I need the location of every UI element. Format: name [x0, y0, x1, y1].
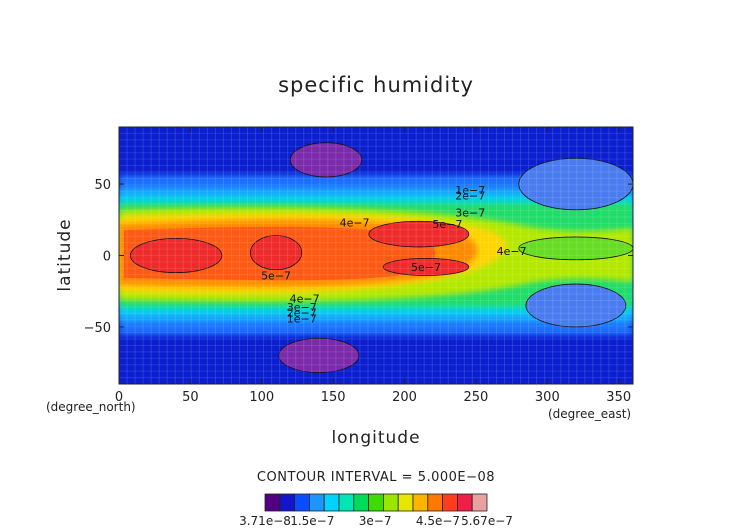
y-tick-label: −50 — [84, 321, 111, 336]
region-north-east-pocket — [518, 158, 633, 211]
colorbar-swatch — [412, 493, 429, 512]
contour-label: 4e−7 — [497, 245, 527, 258]
colorbar — [264, 493, 488, 512]
colorbar-tick-label: 3.71e−8 — [239, 514, 291, 528]
region-polar-north-low — [289, 142, 363, 178]
model-grid-lines — [119, 127, 633, 384]
colorbar-swatch — [382, 493, 399, 512]
y-axis-ticks: 50 0 −50 — [84, 178, 633, 336]
colorbar-tick-label: 3e−7 — [359, 514, 392, 528]
contour-label: 5e−7 — [411, 261, 441, 274]
colorbar-tick-label: 5.67e−7 — [461, 514, 513, 528]
x-tick-label: 0 — [115, 390, 123, 405]
x-axis-unit: (degree_east) — [548, 407, 631, 421]
region-polar-south-low — [278, 337, 360, 373]
region-south-east-pocket — [525, 283, 627, 328]
colorbar-swatch — [308, 493, 325, 512]
contour-label: 5e−7 — [432, 218, 462, 231]
contour-label: 2e−7 — [455, 190, 485, 203]
region-east-max-south — [382, 257, 470, 276]
x-tick-label: 350 — [606, 390, 631, 405]
y-tick-label: 50 — [94, 178, 111, 193]
contour-interval-text: CONTOUR INTERVAL = 5.000E−08 — [257, 470, 495, 485]
colorbar-swatch — [427, 493, 443, 512]
colorbar-tick-label: 4.5e−7 — [416, 514, 460, 528]
colorbar-swatch — [264, 493, 281, 512]
contour-label: 2e−7 — [287, 307, 317, 320]
region-center-max — [249, 235, 303, 271]
x-tick-label: 300 — [535, 390, 560, 405]
colorbar-tick-label: 1.5e−7 — [290, 514, 334, 528]
colorbar-swatch — [323, 493, 340, 512]
x-tick-label: 250 — [464, 390, 489, 405]
contour-label: 1e−7 — [455, 184, 485, 197]
colorbar-swatch — [471, 493, 488, 512]
contour-label: 3e−7 — [287, 301, 317, 314]
x-tick-label: 200 — [392, 390, 417, 405]
x-tick-label: 100 — [249, 390, 274, 405]
colorbar-labels: 3.71e−8 1.5e−7 3e−7 4.5e−7 5.67e−7 — [239, 514, 513, 528]
plot-area — [119, 127, 633, 384]
colorbar-swatch — [279, 493, 295, 512]
contour-label: 5e−7 — [261, 269, 291, 282]
contour-regions — [130, 142, 633, 373]
region-west-max — [130, 237, 223, 274]
colorbar-swatch — [397, 493, 414, 512]
x-tick-label: 150 — [321, 390, 346, 405]
contour-label: 3e−7 — [455, 207, 485, 220]
y-axis-unit: (degree_north) — [46, 400, 136, 414]
x-axis-ticks: 0 50 100 150 200 250 300 350 — [115, 127, 631, 405]
contour-label: 4e−7 — [290, 292, 320, 305]
contour-label: 1e−7 — [287, 312, 317, 325]
x-axis-label: longitude — [331, 428, 420, 448]
colorbar-swatch — [294, 493, 310, 512]
contour-label: 4e−7 — [340, 217, 370, 230]
colorbar-swatch — [353, 493, 369, 512]
y-tick-label: 0 — [103, 250, 111, 265]
region-east-green-tongue — [518, 236, 633, 261]
colorbar-swatch — [368, 493, 384, 512]
chart-title: specific humidity — [278, 73, 474, 97]
y-axis-label: latitude — [55, 218, 75, 291]
colorbar-swatch — [456, 493, 473, 512]
colorbar-swatch — [338, 493, 355, 512]
x-tick-label: 50 — [182, 390, 199, 405]
colorbar-swatch — [442, 493, 458, 512]
contour-labels: 1e−72e−73e−74e−7 5e−75e−75e−74e−74e−73e−7… — [261, 184, 527, 326]
region-east-max-north — [368, 220, 470, 248]
